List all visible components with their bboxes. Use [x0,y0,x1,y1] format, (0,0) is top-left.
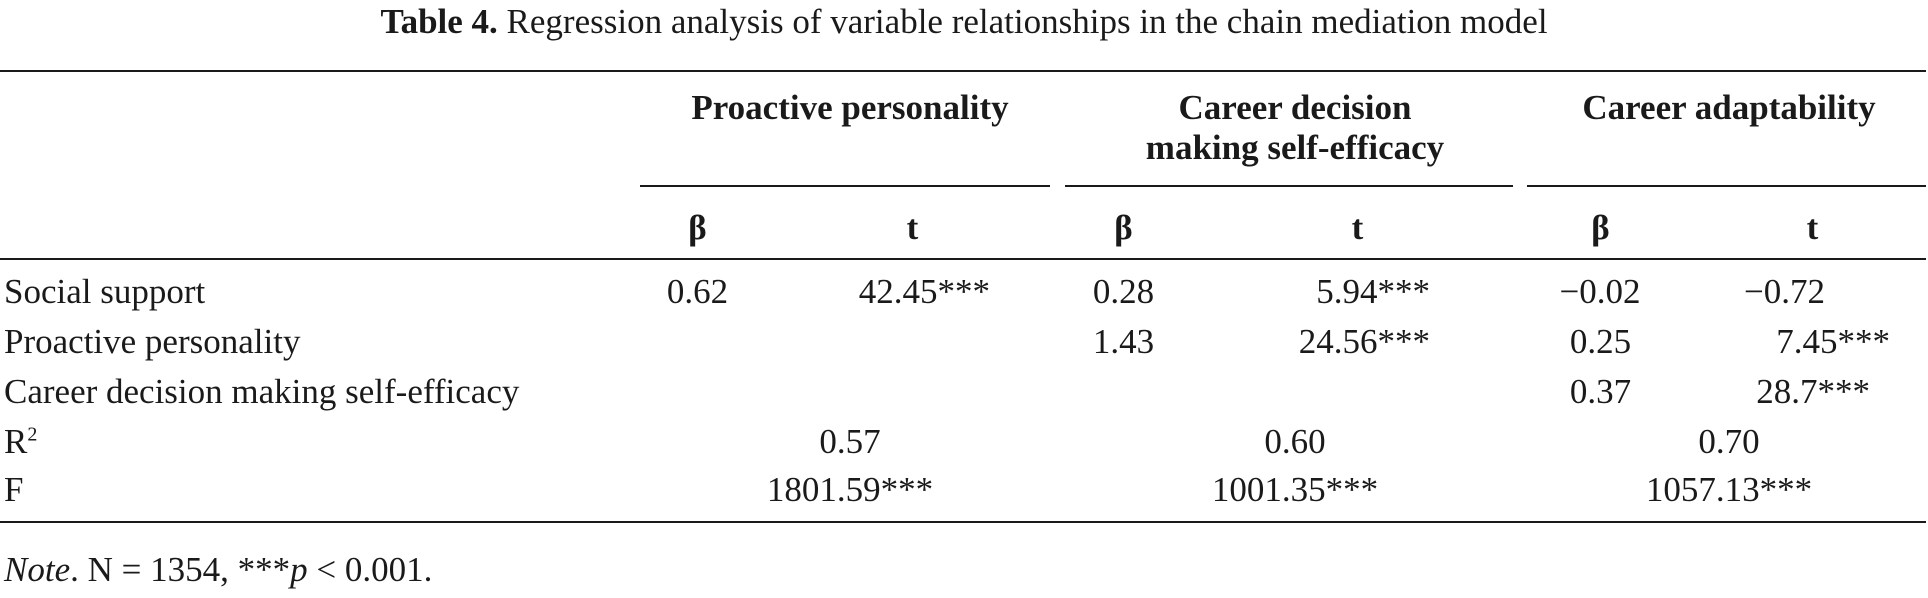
table-note: Note. N = 1354, ***p < 0.001. [4,550,433,589]
cell-social-support-t-3: −0.72 [1744,272,1825,311]
cell-social-support-t-2: 5.94*** [1316,272,1430,311]
subheader-beta-2: β [1114,208,1133,247]
cell-f-1: 1801.59*** [766,470,934,509]
cell-proactive-t-3: 7.45*** [1776,322,1890,361]
group-rule-proactive [640,185,1050,187]
cell-r-squared-3: 0.70 [1698,422,1760,461]
cell-proactive-t-2: 24.56*** [1298,322,1430,361]
subheader-t-3: t [1806,208,1819,247]
row-label-f: F [4,470,24,509]
cell-social-support-beta-2: 0.28 [1092,272,1155,311]
row-label-social-support: Social support [4,272,206,311]
subheader-t-2: t [1351,208,1364,247]
cell-f-2: 1001.35*** [1211,470,1379,509]
cell-r-squared-1: 0.57 [819,422,881,461]
group-rule-career-adaptability [1527,185,1926,187]
header-career-decision-self-efficacy: Career decision making self-efficacy [1065,88,1525,168]
table-caption-label: Table 4. [380,2,498,41]
note-label: Note [4,550,71,589]
header-proactive-personality: Proactive personality [691,88,1009,127]
subheader-t-1: t [906,208,919,247]
group-rule-career-decision [1065,185,1513,187]
cell-proactive-beta-2: 1.43 [1092,322,1155,361]
cell-f-3: 1057.13*** [1645,470,1813,509]
cell-cdse-t-3: 28.7*** [1756,372,1870,411]
header-rule [0,258,1926,260]
cell-proactive-beta-3: 0.25 [1569,322,1632,361]
row-label-proactive-personality: Proactive personality [4,322,301,361]
header-career-decision-line1: Career decision [1178,88,1412,127]
top-rule [0,70,1926,72]
header-career-decision-line2: making self-efficacy [1145,128,1445,167]
subheader-beta-1: β [688,208,707,247]
cell-r-squared-2: 0.60 [1264,422,1326,461]
row-label-r-squared: R2 [4,422,38,461]
cell-cdse-beta-3: 0.37 [1569,372,1632,411]
subheader-beta-3: β [1591,208,1610,247]
table-caption-text: Regression analysis of variable relation… [506,2,1548,41]
header-career-adaptability: Career adaptability [1582,88,1876,127]
table-caption: Table 4. Regression analysis of variable… [0,2,1928,42]
r-squared-superscript: 2 [27,423,38,446]
cell-social-support-t-1: 42.45*** [858,272,990,311]
bottom-rule [0,521,1926,523]
note-p: p [290,550,308,589]
cell-social-support-beta-1: 0.62 [666,272,729,311]
cell-social-support-beta-3: −0.02 [1559,272,1641,311]
row-label-career-decision-self-efficacy: Career decision making self-efficacy [4,372,520,411]
